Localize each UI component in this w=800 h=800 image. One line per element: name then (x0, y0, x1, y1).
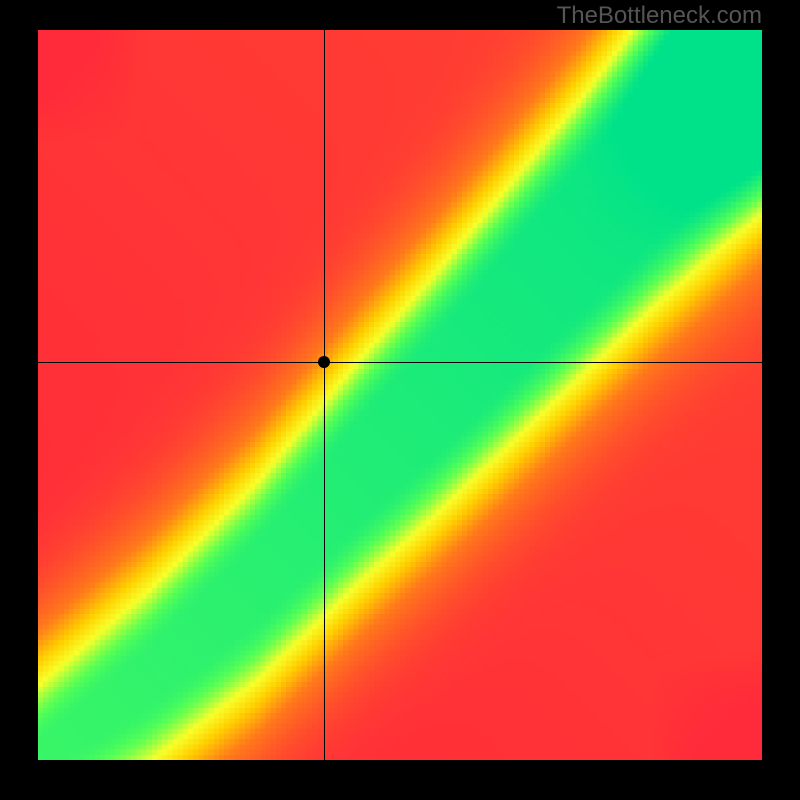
chart-container: TheBottleneck.com (0, 0, 800, 800)
crosshair-vertical (324, 30, 325, 760)
watermark-text: TheBottleneck.com (557, 2, 762, 30)
bottleneck-heatmap (38, 30, 762, 760)
crosshair-horizontal (38, 362, 762, 363)
selection-marker (318, 356, 330, 368)
